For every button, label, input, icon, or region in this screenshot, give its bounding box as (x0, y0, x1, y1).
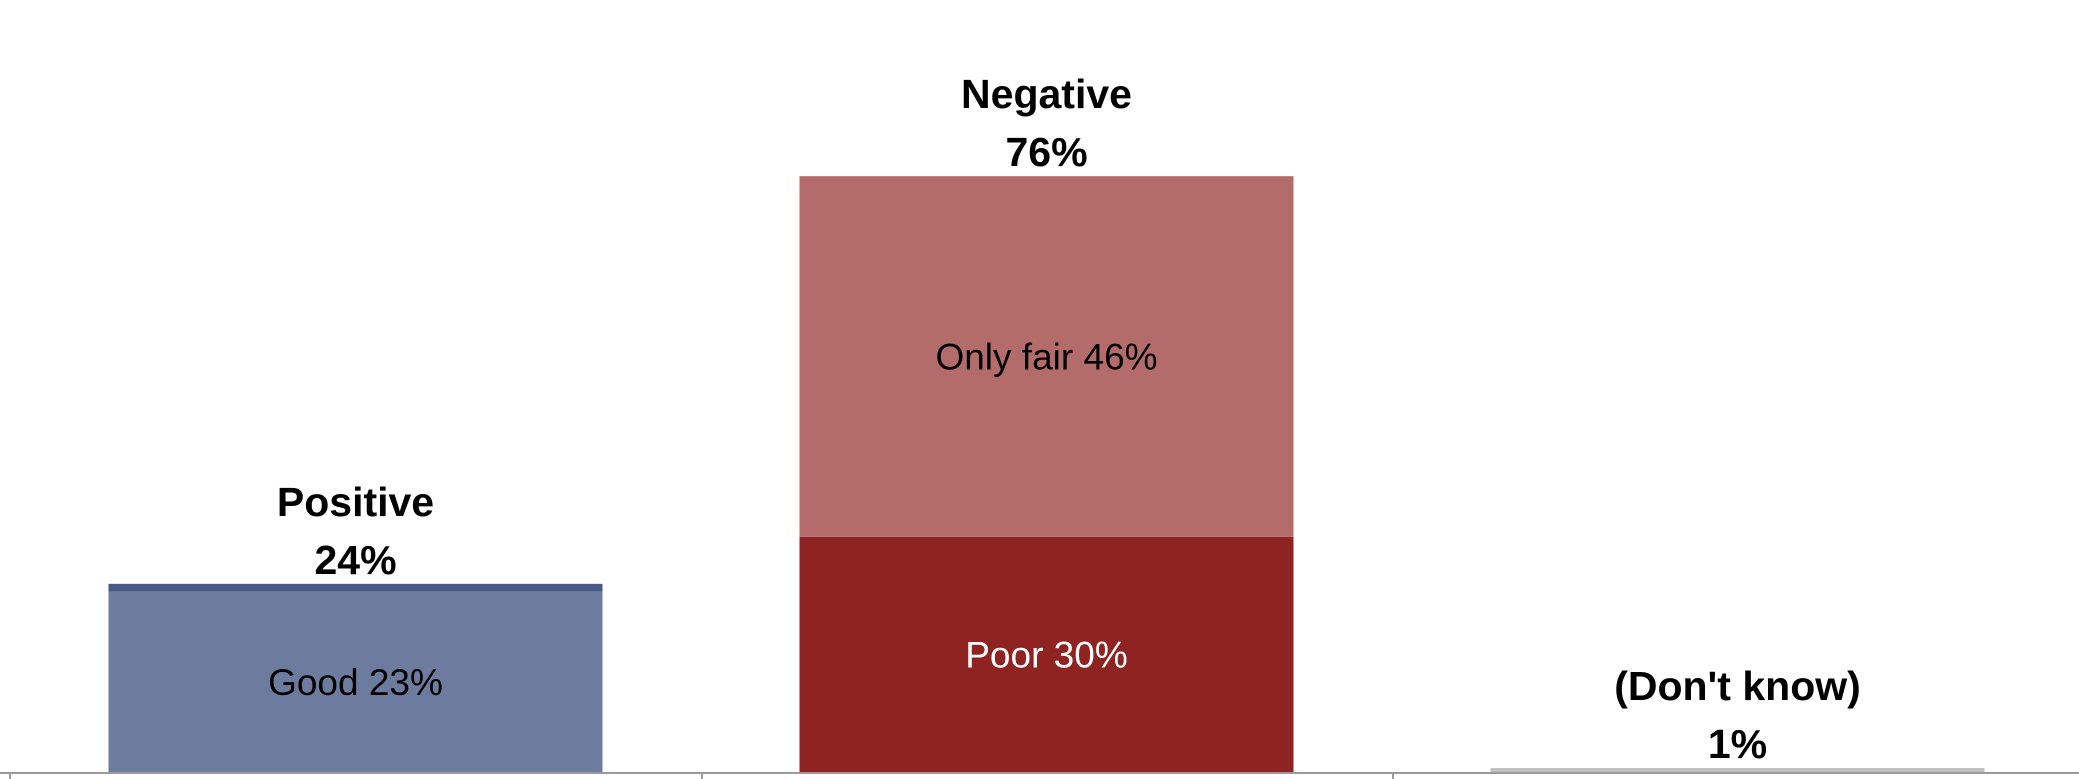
group-total-label: 76% (1005, 129, 1087, 175)
bar-segment (1490, 768, 1985, 772)
segment-label: Good 23% (268, 662, 443, 703)
group-total-label: 24% (314, 537, 396, 583)
bar-segment (108, 583, 603, 592)
group-label: Negative (961, 71, 1132, 117)
group-label: (Don't know) (1614, 663, 1861, 709)
x-axis (0, 772, 2079, 779)
group-total-label: 1% (1708, 721, 1767, 767)
group-label: Positive (277, 479, 434, 525)
segment-label: Only fair 46% (935, 336, 1157, 377)
bars-layer (108, 176, 1985, 772)
bar-segment (799, 176, 1294, 537)
bar-segment (108, 591, 603, 772)
segment-label: Poor 30% (965, 634, 1128, 675)
bar-segment (799, 536, 1294, 772)
labels-layer: Good 23% Positive 24% Poor 30% Only fair 46%… (268, 71, 1861, 767)
